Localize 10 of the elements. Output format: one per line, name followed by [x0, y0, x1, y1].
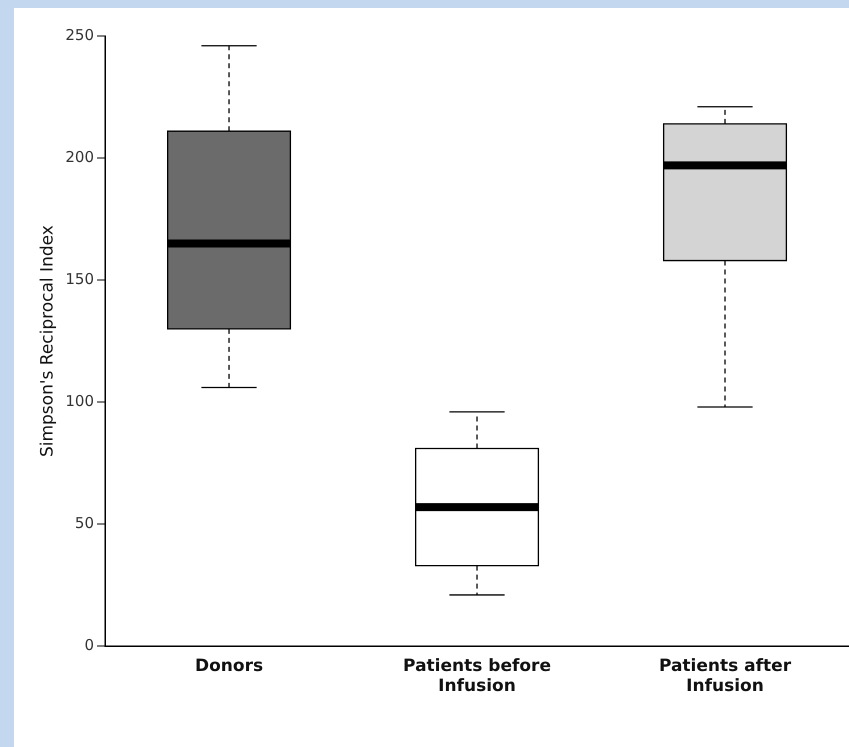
- y-tick-label: 250: [65, 26, 94, 44]
- x-tick-label: Patients after Infusion: [658, 656, 792, 696]
- y-tick-label: 200: [65, 148, 94, 166]
- y-axis-title: Simpson's Reciprocal Index: [38, 225, 58, 458]
- x-tick-label: Donors: [194, 656, 264, 676]
- y-tick-label: 150: [65, 270, 94, 288]
- y-tick-label: 0: [84, 636, 94, 654]
- y-tick-label: 100: [65, 392, 94, 410]
- x-tick-label: Patients before Infusion: [403, 656, 551, 696]
- y-tick-label: 50: [74, 514, 94, 532]
